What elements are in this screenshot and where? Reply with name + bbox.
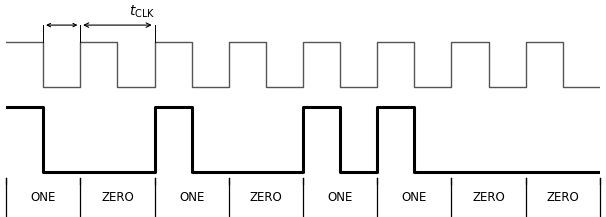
Text: ZERO: ZERO [101,191,134,204]
Text: ZERO: ZERO [547,191,579,204]
Text: ZERO: ZERO [250,191,282,204]
Text: $t_\mathrm{CLK}$: $t_\mathrm{CLK}$ [128,3,155,20]
Text: ONE: ONE [30,191,56,204]
Text: ONE: ONE [327,191,353,204]
Text: ZERO: ZERO [472,191,505,204]
Text: ONE: ONE [402,191,427,204]
Text: ONE: ONE [179,191,204,204]
